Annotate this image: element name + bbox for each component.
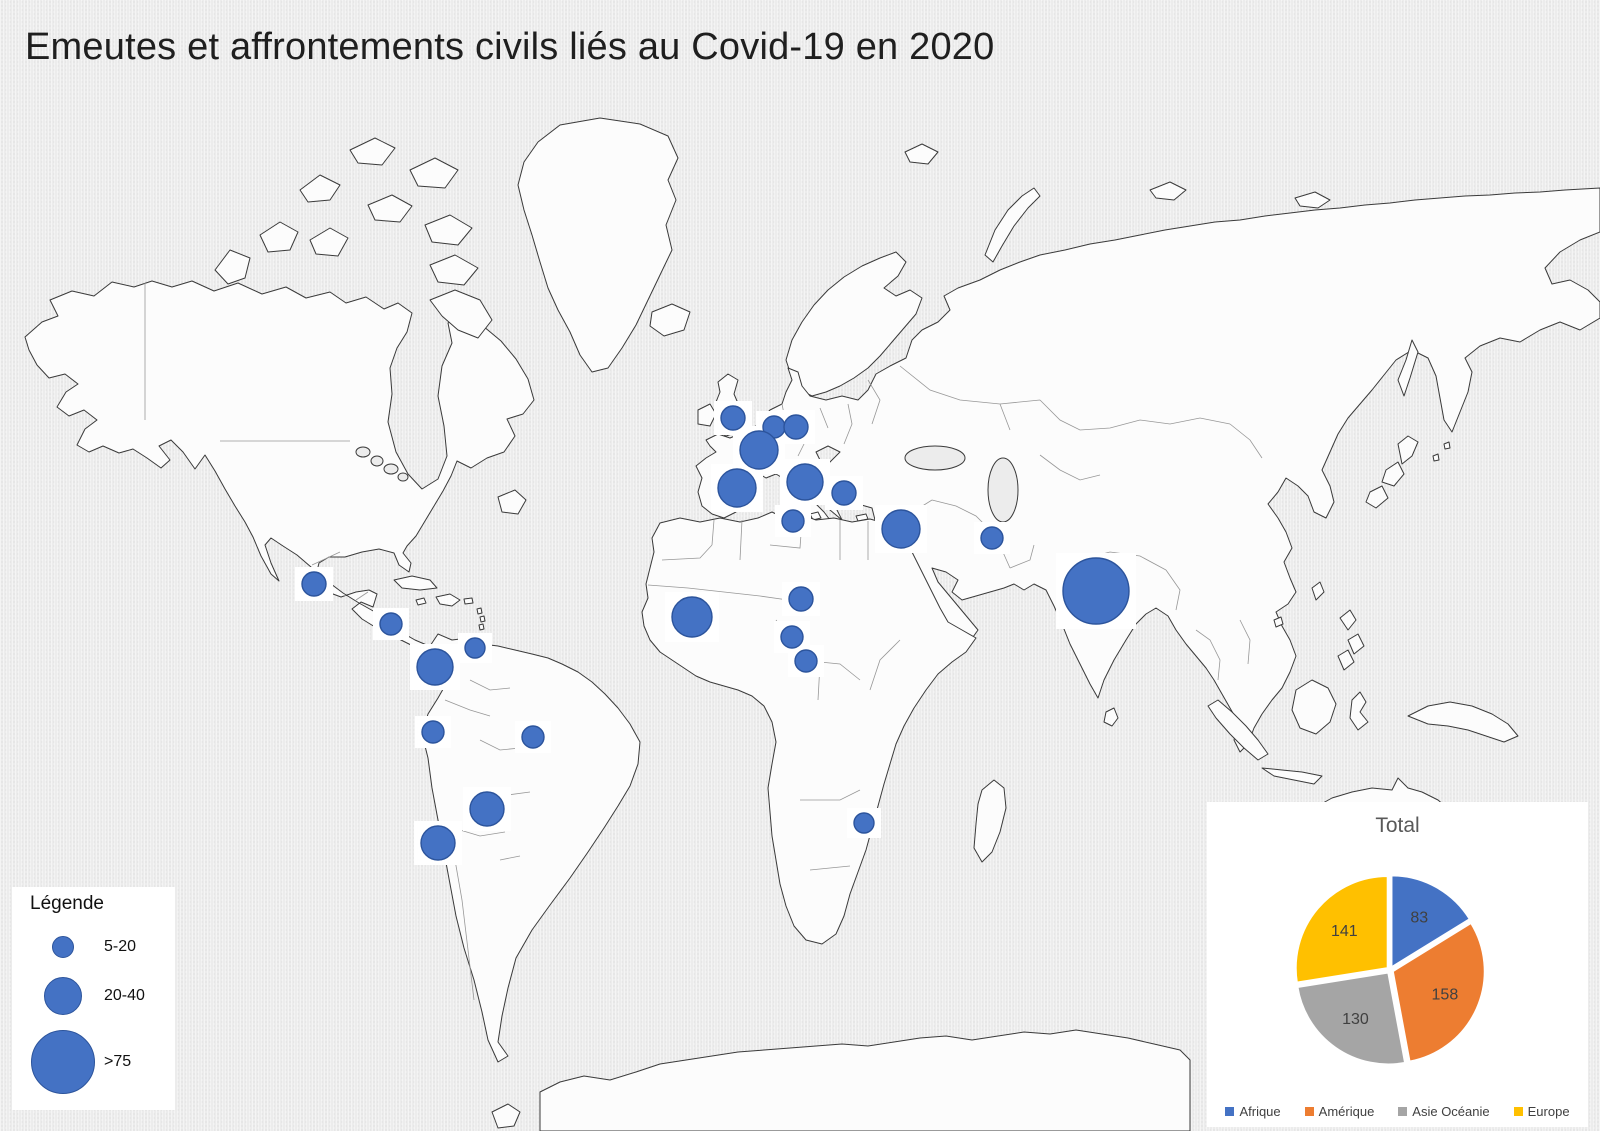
legend-bubble-5-20: [52, 936, 74, 958]
pie-slice-Europe: [1294, 875, 1389, 984]
map-bubble-mexico: [301, 571, 327, 597]
map-bubble-india: [1062, 557, 1130, 625]
great-lakes: [355, 446, 371, 458]
map-bubble-colombia: [416, 648, 454, 686]
legend-label: 20-40: [104, 987, 145, 1004]
pie-chart: 83 158 130 141: [1294, 874, 1486, 1066]
map-bubble-argentina-north: [469, 791, 505, 827]
map-bubble-italy: [786, 463, 824, 501]
legend-text: Europe: [1527, 1104, 1570, 1119]
black-sea: [904, 445, 966, 471]
pie-legend-item-Europe: Europe: [1513, 1104, 1570, 1119]
map-bubble-egypt-levant: [881, 509, 921, 549]
legend-bubble->75: [31, 1030, 95, 1094]
page-title: Emeutes et affrontements civils liés au …: [25, 26, 995, 68]
legend-bubble-20-40: [44, 977, 82, 1015]
legend-text: Amérique: [1318, 1104, 1375, 1119]
pie-chart-title: Total: [1375, 814, 1420, 837]
legend-title: Légende: [30, 893, 104, 914]
legend-swatch: [1304, 1107, 1314, 1116]
map-bubble-niger: [788, 586, 814, 612]
map-bubble-uk: [720, 405, 746, 431]
pie-data-label: 158: [1432, 986, 1459, 1003]
pie-slice-Asie Océanie: [1296, 971, 1407, 1066]
caspian-sea: [987, 457, 1019, 523]
map-bubble-greece: [831, 480, 857, 506]
map-bubble-cameroon: [794, 649, 818, 673]
map-bubble-iran: [980, 526, 1004, 550]
map-bubble-south-africa: [853, 812, 875, 834]
legend-swatch: [1225, 1107, 1235, 1116]
pie-legend-item-Amérique: Amérique: [1304, 1104, 1375, 1119]
pie-slice-Afrique: [1390, 874, 1472, 970]
legend-label: 5-20: [104, 938, 137, 955]
map-bubble-honduras: [379, 612, 403, 636]
pie-legend-item-Afrique: Afrique: [1225, 1104, 1281, 1119]
pie-data-label: 130: [1342, 1011, 1369, 1028]
map-bubble-germany: [783, 414, 809, 440]
map-bubble-nigeria: [780, 625, 804, 649]
map-bubble-venezuela: [464, 637, 486, 659]
pie-slice-Amérique: [1391, 921, 1486, 1063]
map-bubble-brazil: [521, 725, 545, 749]
landmasses: [24, 117, 1600, 1131]
legend-swatch: [1513, 1107, 1523, 1116]
map-bubble-senegal: [671, 596, 713, 638]
legend-label: >75: [104, 1053, 132, 1070]
pie-data-label: 141: [1331, 923, 1358, 940]
bubble-layer: [295, 401, 1136, 865]
map-size-legend: Légende 5-20 20-40 >75: [12, 887, 175, 1110]
pie-legend-item-Asie Océanie: Asie Océanie: [1398, 1104, 1490, 1119]
legend-swatch: [1398, 1107, 1408, 1116]
legend-text: Afrique: [1239, 1104, 1281, 1119]
pie-chart-panel: Total 83 158 130 141 Afrique Amérique Asie Oc…: [1207, 802, 1588, 1127]
legend-text: Asie Océanie: [1412, 1104, 1490, 1119]
map-bubble-chile: [420, 825, 456, 861]
map-bubble-france: [739, 430, 779, 470]
map-bubble-peru: [421, 720, 445, 744]
map-bubble-spain: [717, 468, 757, 508]
pie-chart-legend: Afrique Amérique Asie Océanie Europe: [1207, 1104, 1588, 1119]
pie-data-label: 83: [1410, 910, 1428, 927]
map-bubble-tunisia: [781, 509, 805, 533]
